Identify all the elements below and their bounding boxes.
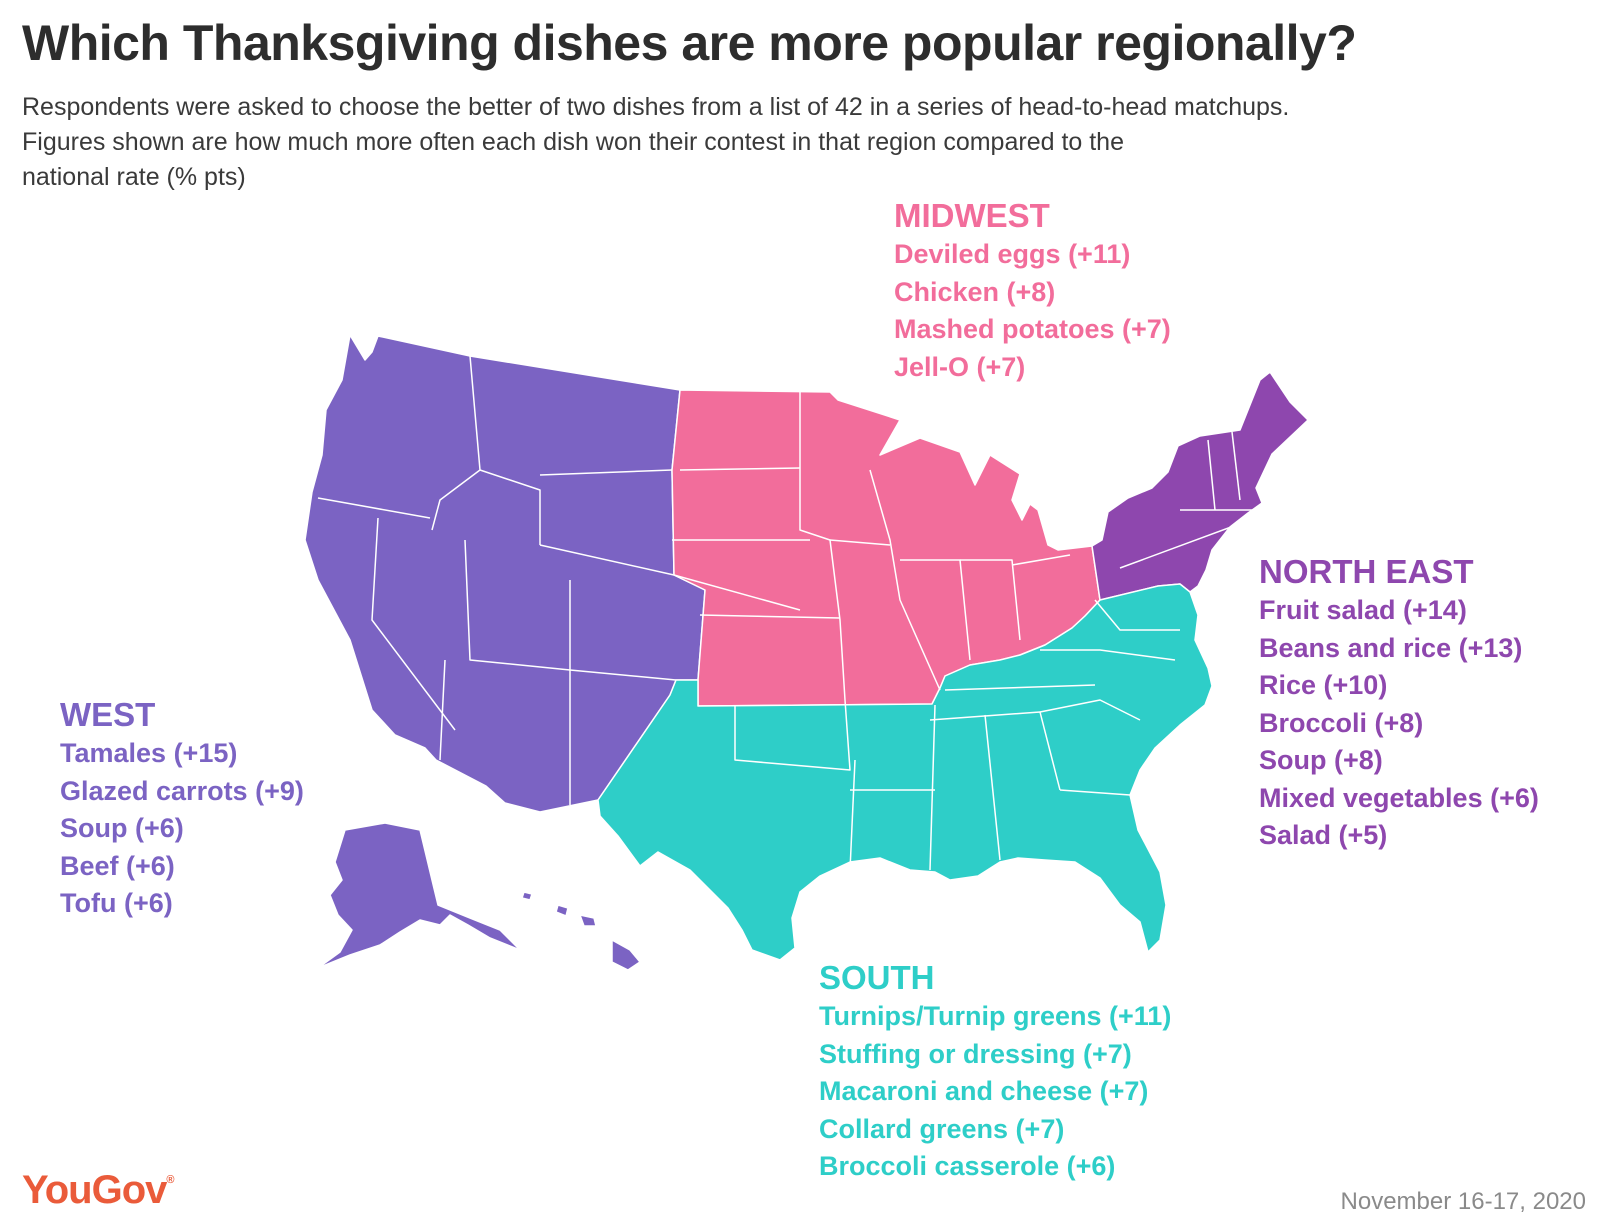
region-west: WEST Tamales (+15) Glazed carrots (+9) S… [60, 695, 304, 923]
dish-list-midwest: Deviled eggs (+11) Chicken (+8) Mashed p… [894, 236, 1171, 386]
region-name-northeast: NORTH EAST [1259, 553, 1474, 590]
subtitle-line: national rate (% pts) [22, 163, 246, 191]
dish-item: Broccoli (+8) [1259, 707, 1424, 738]
region-shape-hawaii [521, 891, 641, 971]
dish-item: Chicken (+8) [894, 276, 1056, 307]
dish-item: Turnips/Turnip greens (+11) [819, 1001, 1172, 1031]
subtitle-line: Respondents were asked to choose the bet… [22, 93, 1290, 121]
region-name-west: WEST [60, 696, 156, 733]
logo-text: YouGov [22, 1168, 167, 1212]
dish-item: Fruit salad (+14) [1259, 595, 1467, 625]
subtitle: Respondents were asked to choose the bet… [22, 90, 1562, 195]
dish-item: Tofu (+6) [60, 888, 173, 918]
region-name-south: SOUTH [819, 959, 935, 996]
subtitle-line: Figures shown are how much more often ea… [22, 128, 1124, 156]
dish-item: Soup (+6) [60, 813, 184, 843]
dish-item: Soup (+8) [1259, 745, 1383, 775]
dish-item: Glazed carrots (+9) [60, 775, 304, 806]
registered-mark: ® [166, 1174, 175, 1186]
region-midwest: MIDWEST Deviled eggs (+11) Chicken (+8) … [894, 196, 1171, 386]
region-shape-south [597, 583, 1213, 961]
dish-list-south: Turnips/Turnip greens (+11) Stuffing or … [819, 998, 1171, 1186]
dish-list-northeast: Fruit salad (+14) Beans and rice (+13) R… [1259, 592, 1539, 855]
dish-item: Macaroni and cheese (+7) [819, 1076, 1149, 1106]
region-shape-alaska [317, 822, 521, 969]
dish-list-west: Tamales (+15) Glazed carrots (+9) Soup (… [60, 735, 304, 923]
region-northeast: NORTH EAST Fruit salad (+14) Beans and r… [1259, 552, 1539, 855]
dish-item: Jell-O (+7) [894, 351, 1026, 382]
dish-item: Broccoli casserole (+6) [819, 1151, 1116, 1181]
dish-item: Salad (+5) [1259, 820, 1388, 850]
dish-item: Mashed potatoes (+7) [894, 314, 1171, 344]
state-borders [317, 355, 1255, 871]
region-shape-west [304, 334, 706, 813]
yougov-logo: YouGov® [22, 1168, 174, 1213]
dish-item: Mixed vegetables (+6) [1259, 782, 1539, 813]
dish-item: Rice (+10) [1259, 670, 1388, 700]
survey-date: November 16-17, 2020 [1340, 1188, 1586, 1215]
dish-item: Deviled eggs (+11) [894, 239, 1131, 269]
region-shape-northeast [1091, 371, 1309, 601]
region-name-midwest: MIDWEST [894, 197, 1050, 234]
dish-item: Stuffing or dressing (+7) [819, 1038, 1132, 1069]
page-title: Which Thanksgiving dishes are more popul… [22, 15, 1357, 71]
dish-item: Beef (+6) [60, 850, 175, 881]
dish-item: Tamales (+15) [60, 738, 238, 768]
region-south: SOUTH Turnips/Turnip greens (+11) Stuffi… [819, 958, 1171, 1186]
dish-item: Beans and rice (+13) [1259, 632, 1523, 663]
dish-item: Collard greens (+7) [819, 1113, 1065, 1144]
